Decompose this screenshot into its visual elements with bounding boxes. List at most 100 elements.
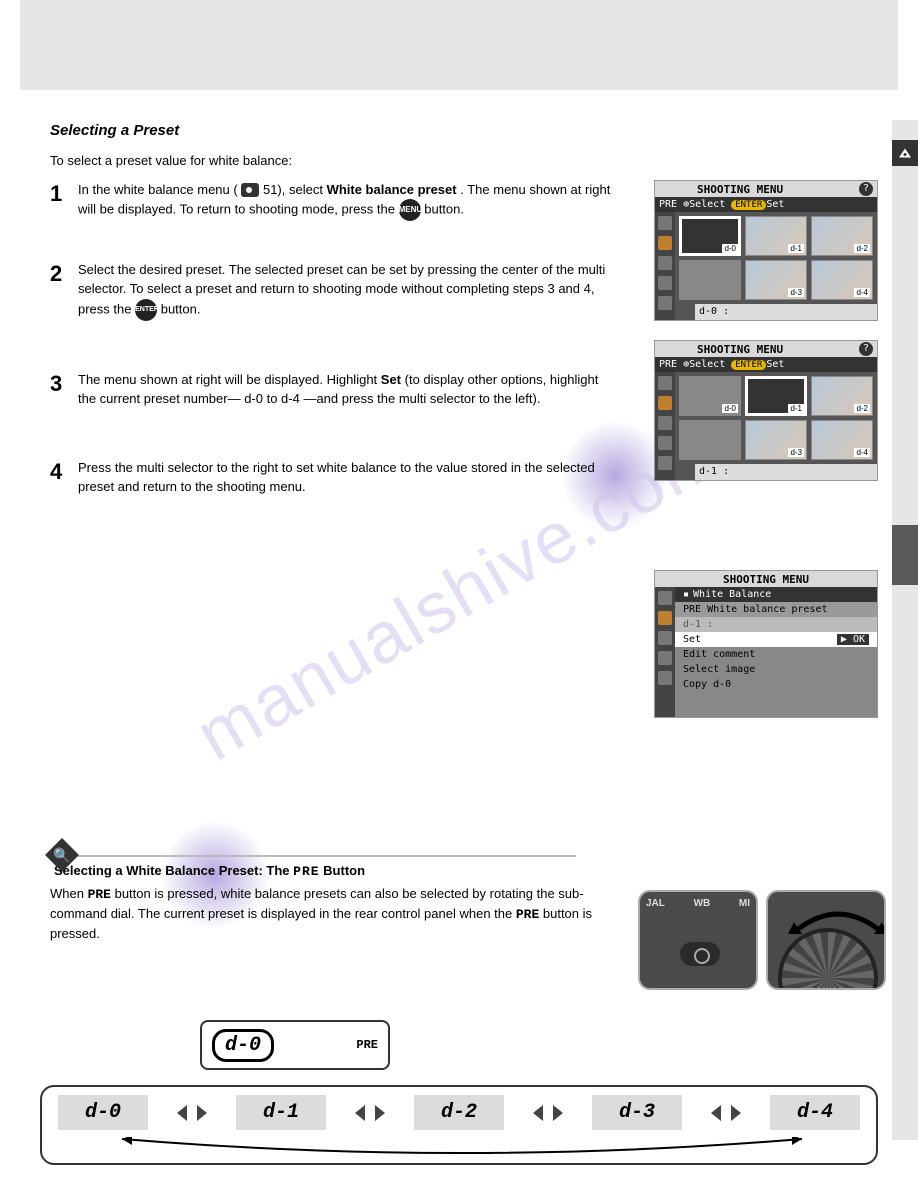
double-arrow-icon xyxy=(711,1103,741,1123)
tip-body: When PRE button is pressed, white balanc… xyxy=(50,885,610,944)
tip-title: Selecting a White Balance Preset: The PR… xyxy=(54,863,868,879)
list-header: ▪White Balance xyxy=(675,587,877,602)
sidebar-icon xyxy=(658,611,672,625)
text: In the white balance menu ( xyxy=(78,182,238,197)
text: button. xyxy=(161,302,201,317)
camera-menu-screenshot-1: SHOOTING MENU ? PRE ⊕Select ENTERSet d-0… xyxy=(654,180,878,321)
preset-thumbnail-empty xyxy=(679,260,741,300)
sidebar-icon xyxy=(658,296,672,310)
thumb-label: d-0 xyxy=(722,244,738,253)
thumb-label: d-1 xyxy=(788,244,804,253)
step-number: 2 xyxy=(50,261,78,321)
eye-icon xyxy=(241,183,259,197)
header-bar xyxy=(20,0,898,90)
list-title: PRE White balance preset xyxy=(675,602,877,617)
sidebar-icon xyxy=(658,436,672,450)
sidebar-icon xyxy=(658,236,672,250)
sidebar-icon xyxy=(658,276,672,290)
double-arrow-icon xyxy=(177,1103,207,1123)
thumb-label: d-1 xyxy=(788,404,804,413)
help-icon: ? xyxy=(859,182,873,196)
tip-divider xyxy=(76,855,576,857)
menu-title-bar: SHOOTING MENU xyxy=(655,571,877,587)
bold-text: Set xyxy=(381,372,401,387)
menu-body: ▪White Balance PRE White balance preset … xyxy=(655,587,877,717)
menu-button-icon: MENU xyxy=(399,199,421,221)
preset-chip: d-1 xyxy=(236,1095,326,1130)
text: Button xyxy=(320,863,365,878)
label: WB xyxy=(694,898,711,909)
camera-menu-screenshot-3: SHOOTING MENU ▪White Balance PRE White b… xyxy=(654,570,878,718)
label: JAL xyxy=(646,898,665,909)
preset-thumbnail: d-3 xyxy=(745,260,807,300)
preset-chip: d-3 xyxy=(592,1095,682,1130)
step-body: Press the multi selector to the right to… xyxy=(78,459,618,497)
menu-title: SHOOTING MENU xyxy=(697,183,783,196)
text: Selecting a White Balance Preset: The xyxy=(54,863,293,878)
camera-illustrations: JAL WB MI xyxy=(638,890,886,990)
camera-command-dial xyxy=(766,890,886,990)
lcd-code: d-0 xyxy=(212,1029,274,1062)
preset-thumbnail: d-4 xyxy=(811,420,873,460)
lcd-display: d-0 PRE xyxy=(200,1020,390,1070)
preset-chip: d-2 xyxy=(414,1095,504,1130)
pre-segment: PRE xyxy=(293,864,319,879)
sidebar-icon xyxy=(658,591,672,605)
section-icon xyxy=(892,140,918,166)
step-number: 1 xyxy=(50,181,78,222)
camera-menu-screenshot-2: SHOOTING MENU ? PRE ⊕Select ENTERSet d-0… xyxy=(654,340,878,481)
list-row: d-1 : xyxy=(675,617,877,632)
sidebar-icon xyxy=(658,671,672,685)
sidebar-icon xyxy=(658,416,672,430)
text: 51), select xyxy=(263,182,327,197)
preset-thumbnail-empty xyxy=(679,420,741,460)
sidebar-icon xyxy=(658,651,672,665)
preset-thumbnail: d-2 xyxy=(811,376,873,416)
text: The menu shown at right will be displaye… xyxy=(78,372,381,387)
select-label: ⊕Select xyxy=(683,199,725,210)
sidebar-icon xyxy=(658,396,672,410)
camera-wb-button: JAL WB MI xyxy=(638,890,758,990)
sidebar-icon xyxy=(658,376,672,390)
sidebar-icon xyxy=(658,256,672,270)
list-row: Copy d-0 xyxy=(675,677,877,692)
ok-badge: ▶ OK xyxy=(837,634,869,645)
menu-title: SHOOTING MENU xyxy=(723,573,809,586)
loop-arrow-icon xyxy=(102,1137,822,1159)
thumbnail-grid: d-0 d-1 d-2 d-3 d-4 xyxy=(675,212,877,304)
preset-chip: d-0 xyxy=(58,1095,148,1130)
thumb-label: d-4 xyxy=(854,288,870,297)
pre-segment: PRE xyxy=(516,907,539,922)
double-arrow-icon xyxy=(355,1103,385,1123)
menu-title: SHOOTING MENU xyxy=(697,343,783,356)
thumb-label: d-2 xyxy=(854,404,870,413)
section-heading: Selecting a Preset xyxy=(50,120,610,142)
menu-list: ▪White Balance PRE White balance preset … xyxy=(675,587,877,717)
sidebar-icon xyxy=(658,631,672,645)
menu-footer: d-0 : xyxy=(695,304,877,320)
intro-line: To select a preset value for white balan… xyxy=(50,152,610,171)
right-sidebar-strip xyxy=(892,120,918,1140)
thumbnail-grid: d-0 d-1 d-2 d-3 d-4 xyxy=(675,372,877,464)
menu-subheader: PRE ⊕Select ENTERSet xyxy=(655,357,877,372)
pre-label: PRE xyxy=(659,199,677,210)
thumb-label: d-2 xyxy=(854,244,870,253)
preset-thumbnail: d-0 xyxy=(679,376,741,416)
text: button. xyxy=(424,202,464,217)
enter-pill: ENTER xyxy=(731,200,766,210)
double-arrow-icon xyxy=(533,1103,563,1123)
label: MI xyxy=(739,898,750,909)
set-label: Set xyxy=(766,359,784,370)
text: Select the desired preset. The selected … xyxy=(78,262,605,316)
preset-thumbnail: d-2 xyxy=(811,216,873,256)
camera-button xyxy=(680,942,720,966)
menu-sidebar xyxy=(655,372,675,480)
step-number: 3 xyxy=(50,371,78,409)
help-icon: ? xyxy=(859,342,873,356)
sidebar-icon xyxy=(658,216,672,230)
menu-subheader: PRE ⊕Select ENTERSet xyxy=(655,197,877,212)
preset-chip: d-4 xyxy=(770,1095,860,1130)
menu-title-bar: SHOOTING MENU ? xyxy=(655,341,877,357)
preset-thumbnail: d-1 xyxy=(745,376,807,416)
menu-sidebar xyxy=(655,587,675,717)
